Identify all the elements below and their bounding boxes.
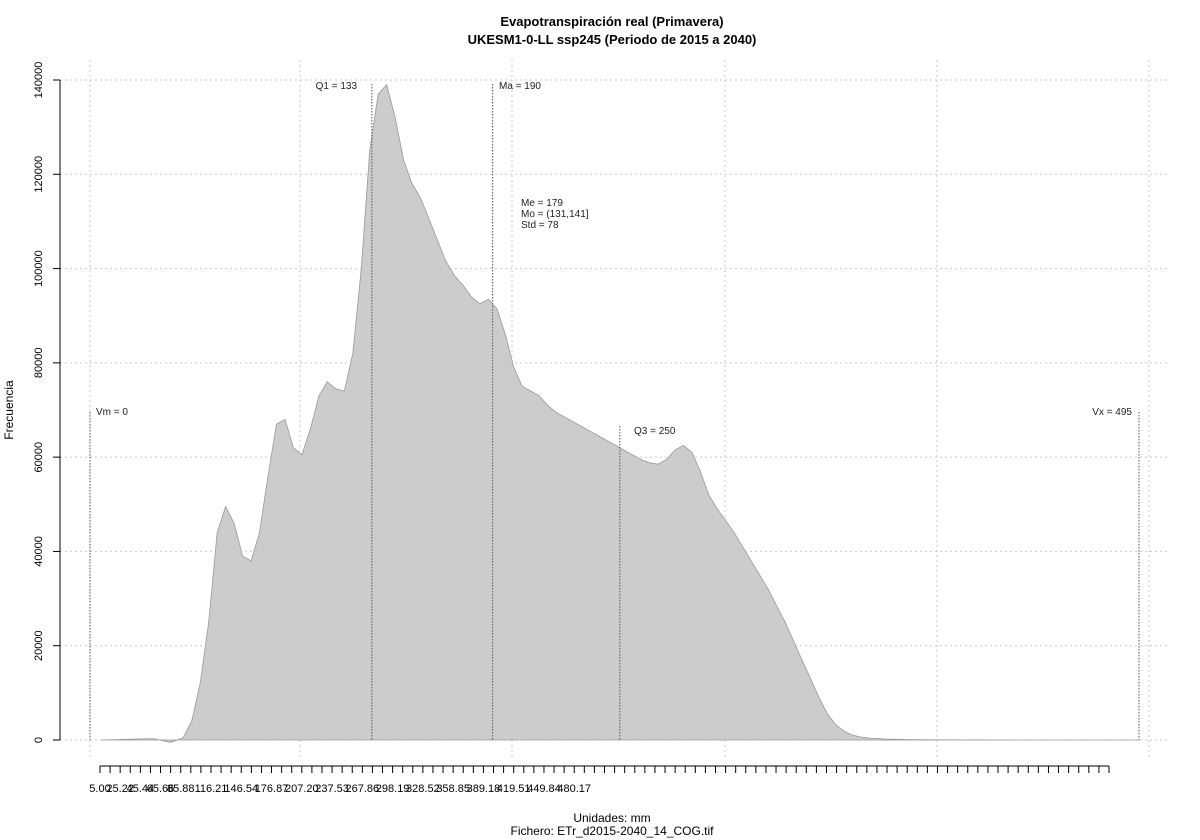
y-tick-label: 80000 bbox=[33, 348, 45, 379]
y-tick-label: 20000 bbox=[33, 630, 45, 661]
x-tick-label: 65.66 bbox=[147, 783, 175, 795]
text-labels: Vm = 0 Q1 = 133 Ma = 190 Q3 = 250 Vx = 495 Me… bbox=[2, 14, 1132, 838]
x-tick-label: 419.51 bbox=[497, 783, 531, 795]
y-tick-label: 60000 bbox=[33, 442, 45, 473]
x-tick-label: 176.87 bbox=[255, 783, 289, 795]
stat-label: Vx = 495 bbox=[1092, 407, 1132, 418]
x-tick-label: 146.54 bbox=[224, 783, 258, 795]
stat-label: Q3 = 250 bbox=[634, 426, 676, 437]
y-tick-label: 0 bbox=[33, 737, 45, 743]
y-axis-label: Frecuencia bbox=[2, 380, 16, 440]
x-tick-label: 389.18 bbox=[467, 783, 501, 795]
y-tick-label: 140000 bbox=[33, 62, 45, 99]
y-tick-label: 100000 bbox=[33, 250, 45, 287]
stat-label: Q1 = 133 bbox=[316, 81, 358, 92]
x-tick-label: 298.19 bbox=[376, 783, 410, 795]
density-area bbox=[100, 83, 1139, 743]
chart-title: Evapotranspiración real (Primavera) bbox=[500, 14, 723, 29]
x-tick-label: 237.53 bbox=[315, 783, 349, 795]
chart-subtitle: UKESM1-0-LL ssp245 (Periodo de 2015 a 20… bbox=[468, 32, 757, 47]
axes: 0 20000 40000 60000 80000 100000 120000 140000 5… bbox=[33, 62, 1110, 795]
x-tick-label: 267.86 bbox=[346, 783, 380, 795]
y-tick-label: 40000 bbox=[33, 536, 45, 567]
x-tick-label: 25.22 bbox=[106, 783, 134, 795]
file-caption: Fichero: ETr_d2015-2040_14_COG.tif bbox=[511, 824, 715, 838]
summary-stat-label: Mo = (131,141] bbox=[521, 209, 589, 220]
statistic-lines bbox=[89, 84, 1140, 740]
summary-stat-label: Me = 179 bbox=[521, 198, 563, 209]
x-tick-label: 116.21 bbox=[195, 783, 228, 795]
x-tick-label: 85.88 bbox=[167, 783, 195, 795]
x-tick-label: 207.20 bbox=[285, 783, 319, 795]
x-tick-label: 45.44 bbox=[127, 783, 155, 795]
y-tick-label: 120000 bbox=[33, 156, 45, 193]
x-axis-label: Unidades: mm bbox=[573, 811, 650, 825]
x-tick-label: 449.84 bbox=[527, 783, 561, 795]
x-tick-label: 328.52 bbox=[406, 783, 440, 795]
x-tick-label: 5.00 bbox=[89, 783, 110, 795]
stat-label: Ma = 190 bbox=[499, 81, 541, 92]
x-tick-label: 358.85 bbox=[436, 783, 470, 795]
x-tick-label: 480.17 bbox=[557, 783, 591, 795]
stat-label: Vm = 0 bbox=[96, 407, 128, 418]
summary-stat-label: Std = 78 bbox=[521, 220, 559, 231]
density-area-layer bbox=[100, 83, 1139, 743]
